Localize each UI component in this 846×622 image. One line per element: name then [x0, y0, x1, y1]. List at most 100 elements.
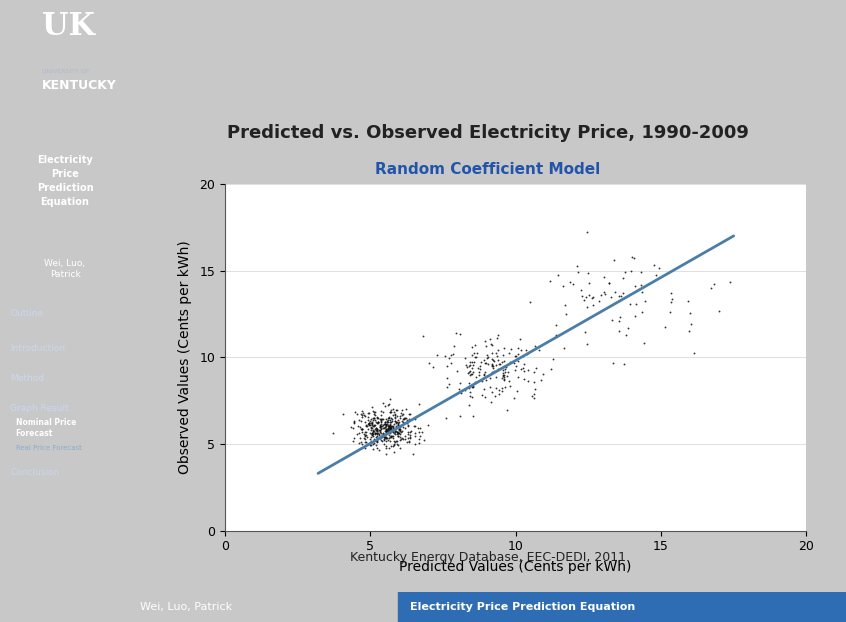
Text: KENTUCKY: KENTUCKY	[42, 79, 118, 92]
Point	[498, 364, 512, 374]
Point	[373, 432, 387, 442]
Point	[381, 423, 394, 433]
Point	[518, 359, 531, 369]
Point	[510, 386, 524, 396]
Point	[390, 417, 404, 427]
Point	[492, 360, 506, 369]
Point	[366, 429, 380, 439]
Point	[391, 418, 404, 428]
Point	[479, 367, 492, 377]
Point	[370, 428, 383, 438]
Point	[383, 420, 397, 430]
Point	[365, 417, 378, 427]
Point	[546, 354, 559, 364]
Point	[624, 266, 638, 276]
Point	[442, 379, 456, 389]
Point	[723, 277, 737, 287]
Point	[498, 381, 512, 391]
Point	[369, 410, 382, 420]
Point	[375, 411, 388, 420]
Point	[353, 429, 366, 439]
Point	[582, 279, 596, 289]
Point	[344, 422, 358, 432]
Point	[383, 407, 397, 417]
Point	[384, 407, 398, 417]
Point	[514, 345, 528, 355]
Point	[392, 419, 405, 429]
Point	[512, 343, 525, 353]
Point	[687, 348, 700, 358]
Point	[491, 330, 504, 340]
Point	[406, 448, 420, 458]
Point	[481, 371, 494, 381]
Point	[377, 435, 391, 445]
Point	[392, 419, 405, 429]
Point	[364, 423, 377, 433]
Point	[375, 419, 388, 429]
Point	[412, 399, 426, 409]
Point	[592, 295, 606, 305]
Point	[385, 417, 398, 427]
Point	[380, 427, 393, 437]
Point	[384, 424, 398, 434]
Point	[365, 415, 379, 425]
Point	[474, 357, 487, 367]
Point	[362, 439, 376, 448]
Point	[373, 420, 387, 430]
Point	[366, 421, 380, 431]
Point	[372, 429, 386, 439]
Point	[490, 383, 503, 392]
Point	[627, 253, 640, 262]
Point	[352, 438, 365, 448]
Point	[375, 430, 388, 440]
Text: Electricity
Price
Prediction
Equation: Electricity Price Prediction Equation	[36, 155, 93, 207]
Point	[375, 414, 388, 424]
Point	[355, 424, 369, 434]
Point	[635, 307, 649, 317]
Point	[372, 445, 386, 455]
Point	[527, 376, 541, 386]
Point	[382, 443, 396, 453]
Point	[389, 418, 403, 428]
Point	[486, 363, 500, 373]
Point	[391, 427, 404, 437]
Point	[504, 345, 518, 355]
Point	[386, 424, 399, 434]
Point	[471, 363, 485, 373]
Point	[379, 425, 393, 435]
Point	[362, 418, 376, 428]
Point	[382, 422, 396, 432]
Point	[366, 406, 380, 415]
Point	[375, 432, 388, 442]
Point	[616, 273, 629, 283]
Point	[511, 349, 525, 359]
Point	[365, 429, 378, 439]
Point	[379, 426, 393, 436]
Point	[376, 429, 389, 439]
Point	[382, 423, 396, 433]
Point	[485, 360, 498, 369]
Point	[376, 435, 389, 445]
Point	[392, 425, 405, 435]
Point	[558, 300, 571, 310]
Point	[390, 429, 404, 439]
Point	[497, 369, 510, 379]
Point	[365, 402, 378, 412]
Point	[664, 288, 678, 298]
Point	[594, 290, 607, 300]
Point	[387, 426, 400, 436]
Point	[380, 433, 393, 443]
Point	[363, 428, 376, 438]
Point	[385, 414, 398, 424]
Point	[365, 428, 379, 438]
Point	[509, 351, 523, 361]
Point	[508, 358, 521, 368]
Point	[391, 420, 404, 430]
Text: UK: UK	[42, 11, 96, 42]
Point	[387, 419, 401, 429]
Point	[365, 432, 378, 442]
Point	[370, 429, 383, 439]
Point	[377, 432, 391, 442]
Point	[647, 260, 661, 270]
Point	[480, 350, 493, 360]
